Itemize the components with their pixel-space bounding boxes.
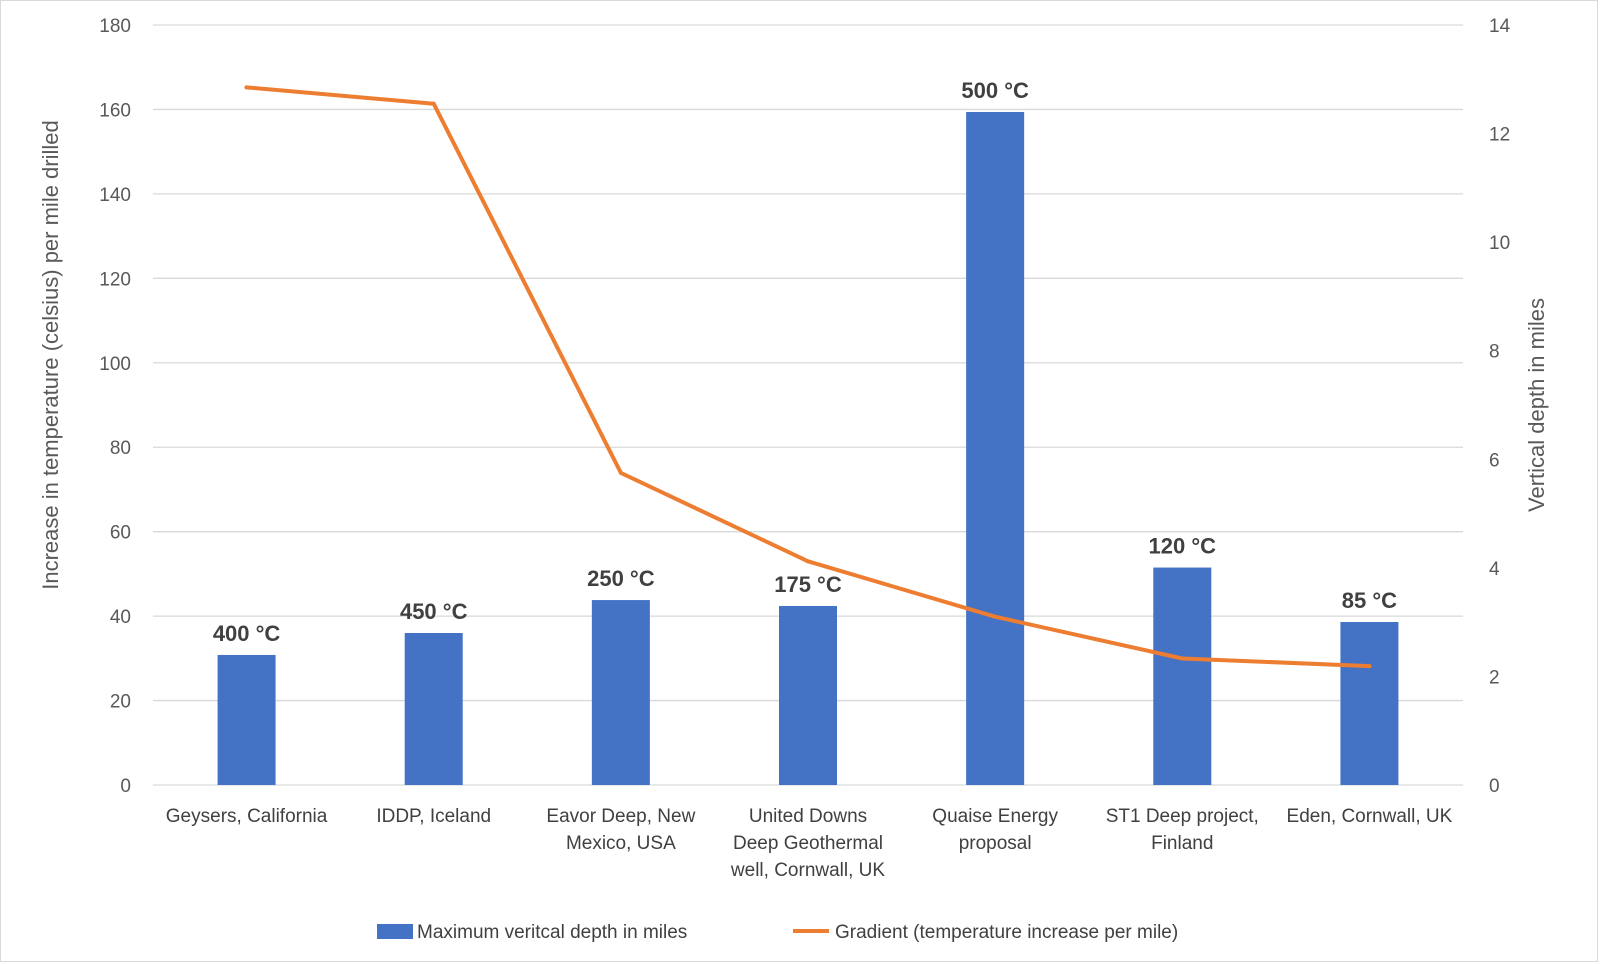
line-point [244, 85, 249, 90]
y2-tick-label: 4 [1489, 559, 1500, 580]
bar-data-label: 175 °C [774, 572, 842, 597]
y-tick-label: 100 [99, 354, 131, 375]
y-tick-label: 180 [99, 16, 131, 37]
gridlines [153, 24, 1463, 786]
data-labels: 400 °C 450 °C 250 °C 175 °C 500 °C 120 °C 85 °… [213, 78, 1397, 646]
y2-tick-label: 10 [1489, 233, 1510, 254]
x-tick-label: IDDP, Iceland [376, 806, 491, 827]
legend-line-label: Gradient (temperature increase per mile) [835, 922, 1178, 943]
x-tick-label: Eavor Deep, New [546, 806, 695, 827]
line-series [244, 85, 1372, 669]
y2-tick-label: 8 [1489, 342, 1500, 363]
x-tick-label: well, Cornwall, UK [730, 860, 885, 881]
legend: Maximum veritcal depth in miles Gradient… [377, 922, 1178, 943]
y-tick-label: 160 [99, 100, 131, 121]
line-point [1367, 664, 1372, 669]
bar-data-label: 500 °C [961, 78, 1029, 103]
x-tick-label: Eden, Cornwall, UK [1287, 806, 1453, 827]
x-tick-label: Finland [1151, 833, 1213, 854]
y2-tick-label: 14 [1489, 16, 1511, 37]
y2-tick-label: 6 [1489, 450, 1500, 471]
bar-data-label: 450 °C [400, 599, 468, 624]
y2-tick-label: 12 [1489, 125, 1510, 146]
x-tick-label: Geysers, California [166, 806, 328, 827]
y-tick-label: 20 [110, 692, 131, 713]
legend-bar-swatch [377, 924, 413, 939]
x-tick-label: Deep Geothermal [733, 833, 883, 854]
x-tick-label: ST1 Deep project, [1106, 806, 1259, 827]
line-point [618, 470, 623, 475]
bar [404, 633, 463, 785]
bar-series [217, 111, 1399, 785]
y-tick-label: 140 [99, 185, 131, 206]
bar [217, 654, 276, 785]
bar [966, 111, 1025, 785]
bar-data-label: 120 °C [1149, 534, 1217, 559]
x-tick-label: Mexico, USA [566, 833, 676, 854]
bar-data-label: 250 °C [587, 566, 655, 591]
x-tick-label: United Downs [749, 806, 867, 827]
bar [591, 600, 650, 785]
legend-bar-label: Maximum veritcal depth in miles [417, 922, 687, 943]
line-point [993, 614, 998, 619]
y-tick-label: 120 [99, 269, 131, 290]
bar [1153, 567, 1212, 785]
x-tick-label: Quaise Energy [932, 806, 1058, 827]
bar-data-label: 85 °C [1342, 588, 1397, 613]
bar [1340, 622, 1399, 785]
bar [779, 605, 837, 785]
y-tick-label: 80 [110, 438, 131, 459]
y-tick-label: 40 [110, 607, 131, 628]
line-point [1180, 656, 1185, 661]
left-axis-title: Increase in temperature (celsius) per mi… [38, 120, 63, 590]
y2-tick-label: 2 [1489, 667, 1500, 688]
x-tick-label: proposal [959, 833, 1032, 854]
right-axis-title: Vertical depth in miles [1524, 298, 1549, 512]
y-tick-label: 60 [110, 523, 131, 544]
y-tick-label: 0 [120, 776, 131, 797]
y2-tick-label: 0 [1489, 776, 1500, 797]
bar-data-label: 400 °C [213, 621, 281, 646]
axes: 0 20 40 60 80 100 120 140 160 180 0 2 4 6 8 10 12 14 Geyse… [99, 16, 1510, 881]
line-point [806, 559, 810, 564]
line-point [431, 101, 436, 106]
